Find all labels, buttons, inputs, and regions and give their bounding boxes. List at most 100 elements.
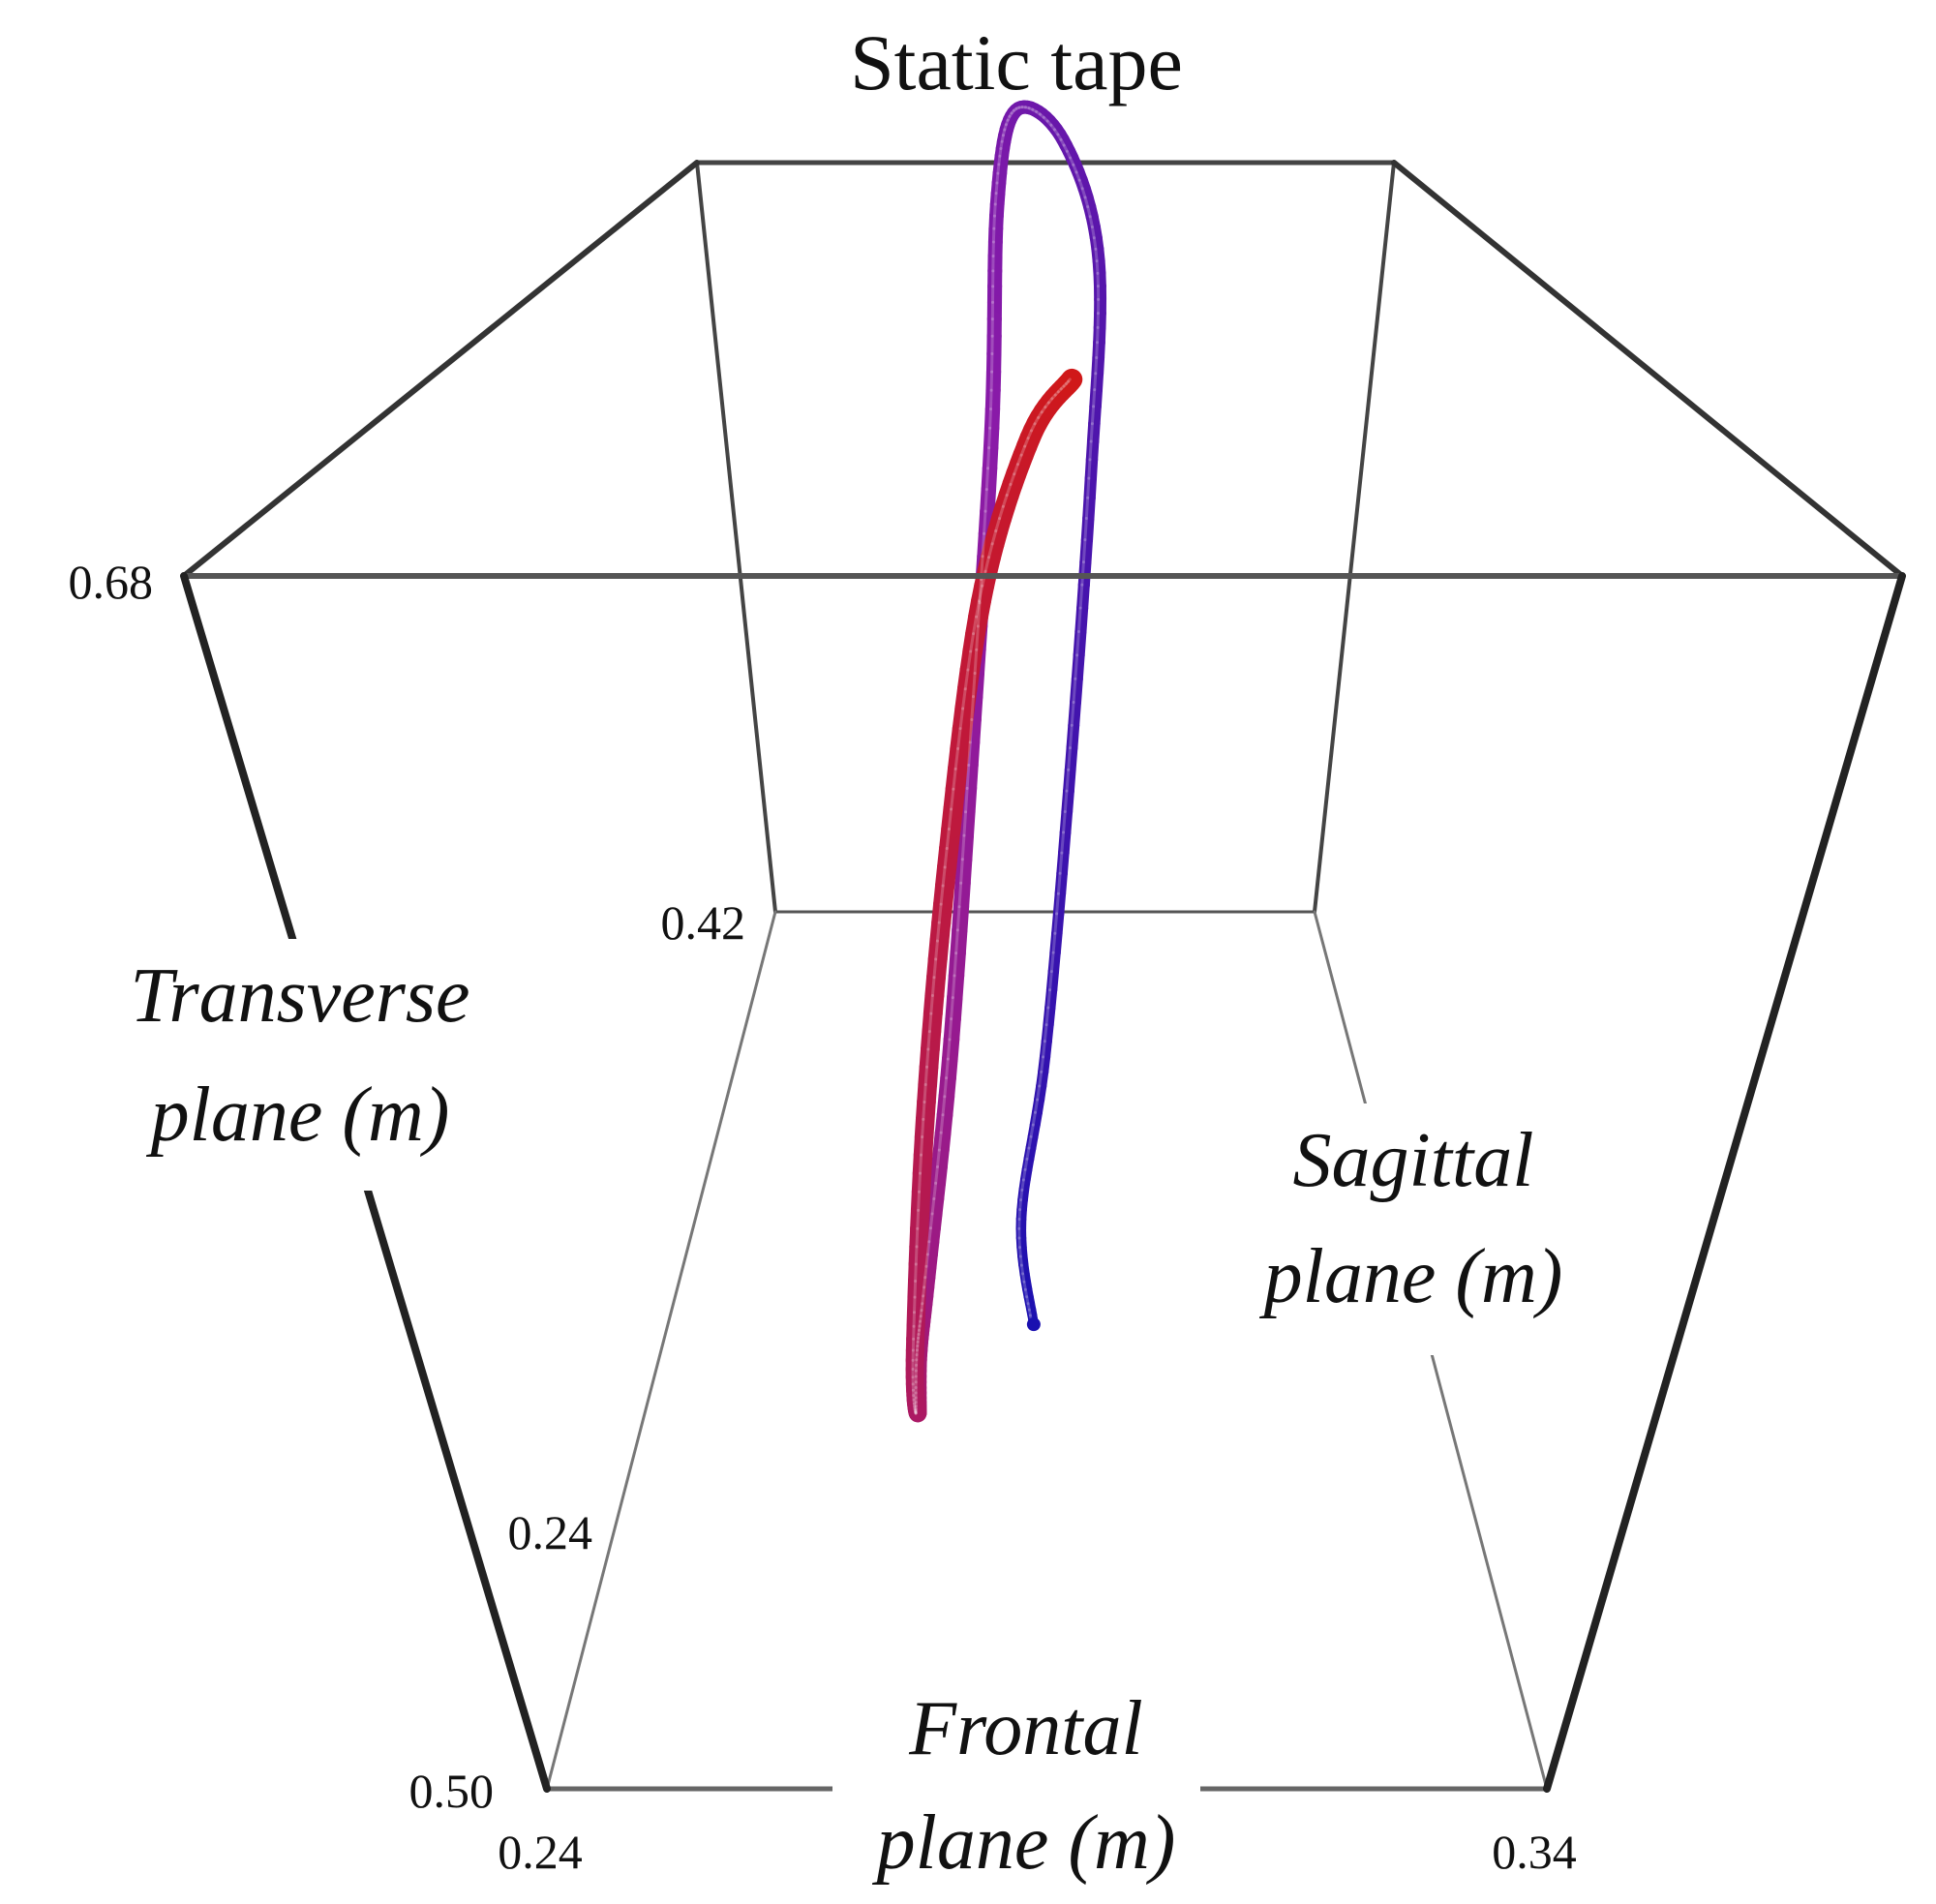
trajectory-highlight	[1022, 1280, 1027, 1291]
trajectory-highlight	[1044, 401, 1050, 409]
trajectory-series	[905, 100, 1107, 1423]
trajectory-highlight	[988, 408, 992, 430]
trajectory-highlight	[1008, 111, 1013, 118]
trajectory-highlight	[960, 833, 966, 861]
trajectory-highlight	[922, 1285, 926, 1298]
trajectory-highlight	[1045, 119, 1053, 127]
trajectory-highlight	[943, 1076, 949, 1099]
trajectory-highlight	[950, 996, 954, 1021]
svg-text:plane (m): plane (m)	[872, 1800, 1176, 1886]
trajectory-highlight	[915, 1226, 920, 1249]
trajectory-highlight	[935, 921, 941, 943]
trajectory-highlight	[959, 858, 964, 885]
trajectory-highlight	[968, 717, 974, 744]
trajectory-highlight	[1086, 476, 1091, 499]
trajectory-highlight	[951, 974, 956, 1000]
trajectory-highlight	[939, 884, 945, 906]
trajectory-highlight	[955, 905, 961, 932]
trajectory-highlight	[983, 488, 988, 513]
trajectory-highlight	[964, 786, 969, 814]
box-edge-back-right	[1313, 161, 1396, 914]
trajectory-highlight	[923, 1264, 928, 1280]
trajectory-highlight	[932, 1181, 938, 1200]
trajectory-highlight	[953, 952, 958, 978]
trajectory-highlight	[1065, 768, 1071, 793]
trajectory-highlight	[937, 902, 943, 924]
trajectory-highlight	[912, 1295, 917, 1315]
trajectory-highlight	[992, 214, 996, 230]
trajectory-highlight	[927, 1226, 932, 1244]
trajectory-highlight	[971, 672, 977, 699]
trajectory-highlight	[1086, 205, 1092, 219]
trajectory-highlight	[1053, 912, 1059, 935]
trajectory-highlight	[923, 1082, 927, 1104]
trajectory-highlight	[935, 1148, 941, 1169]
frontal-tick-min: 0.24	[498, 1825, 583, 1879]
trajectory-highlight	[943, 846, 949, 869]
trajectory-highlight	[1013, 463, 1019, 476]
trajectory-highlight	[923, 1276, 927, 1289]
trajectory-highlight	[983, 556, 991, 573]
trajectory-highlight	[1050, 393, 1057, 401]
trajectory-highlight	[961, 687, 967, 710]
trajectory-highlight	[1088, 439, 1093, 462]
trajectory-highlight	[1049, 951, 1055, 974]
trajectory-highlight	[941, 865, 947, 888]
trajectory-highlight	[1059, 137, 1066, 147]
trajectory-highlight	[1019, 1263, 1025, 1276]
trajectory-highlight	[1083, 517, 1088, 542]
trajectory-highlight	[1029, 1123, 1035, 1138]
trajectory-highlight	[1025, 1295, 1030, 1306]
trajectory-highlight	[1087, 458, 1092, 480]
trajectory-highlight	[1033, 1098, 1040, 1114]
trajectory-highlight	[1089, 422, 1094, 443]
trajectory-highlight	[1031, 107, 1039, 113]
sagittal-axis-label: Sagittal plane (m)	[1215, 1103, 1641, 1355]
trajectory-highlight	[1056, 871, 1062, 895]
trajectory-highlight	[930, 976, 936, 997]
trajectory-highlight	[1049, 123, 1056, 132]
trajectory-highlight	[946, 1038, 952, 1061]
trajectory-highlight	[1015, 453, 1023, 467]
svg-text:plane (m): plane (m)	[146, 1073, 450, 1158]
trajectory-highlight	[999, 139, 1004, 150]
trajectory-highlight	[1072, 163, 1078, 174]
transverse-tick-max: 0.68	[69, 555, 154, 609]
svg-text:plane (m): plane (m)	[1259, 1234, 1563, 1319]
trajectory-highlight	[1042, 1040, 1046, 1059]
trajectory-highlight	[920, 1135, 924, 1157]
trajectory-highlight	[984, 467, 990, 492]
trajectory-highlight	[924, 1253, 929, 1268]
svg-text:Frontal: Frontal	[908, 1686, 1142, 1771]
trajectory-highlight	[956, 727, 962, 750]
trajectory-highlight	[1040, 1055, 1045, 1073]
trajectory-highlight	[1064, 379, 1071, 385]
sagittal-tick-min: 0.24	[508, 1505, 593, 1559]
trajectory-highlight	[1017, 1208, 1022, 1221]
trajectory-highlight	[1042, 115, 1049, 123]
svg-text:Sagittal: Sagittal	[1293, 1118, 1534, 1203]
trajectory-highlight	[1068, 723, 1074, 750]
trajectory-highlight	[1077, 178, 1084, 191]
trajectory-highlight	[1092, 388, 1097, 408]
trajectory-highlight	[957, 881, 963, 909]
trajectory-highlight	[990, 529, 998, 546]
trajectory-highlight	[927, 1012, 933, 1034]
trajectory-highlight	[966, 650, 973, 672]
trajectory-highlight	[1038, 112, 1045, 119]
trajectory-highlight	[1080, 187, 1087, 199]
trajectory-highlight	[1056, 387, 1063, 394]
trajectory-highlight	[914, 1262, 918, 1283]
trajectory-highlight	[995, 171, 1000, 185]
trajectory-highlight	[958, 707, 965, 731]
trajectory-highlight	[1038, 1070, 1044, 1088]
trajectory-highlight	[1053, 390, 1060, 397]
frontal-tick-max: 0.34	[1492, 1825, 1577, 1879]
trajectory-highlight	[1058, 851, 1064, 875]
trajectory-highlight	[1070, 700, 1075, 727]
trajectory-highlight	[919, 1309, 923, 1318]
trajectory-highlight	[965, 763, 971, 790]
trajectory-highlight	[1012, 106, 1018, 112]
trajectory-highlight	[973, 648, 979, 676]
trajectory-highlight	[926, 1030, 931, 1051]
